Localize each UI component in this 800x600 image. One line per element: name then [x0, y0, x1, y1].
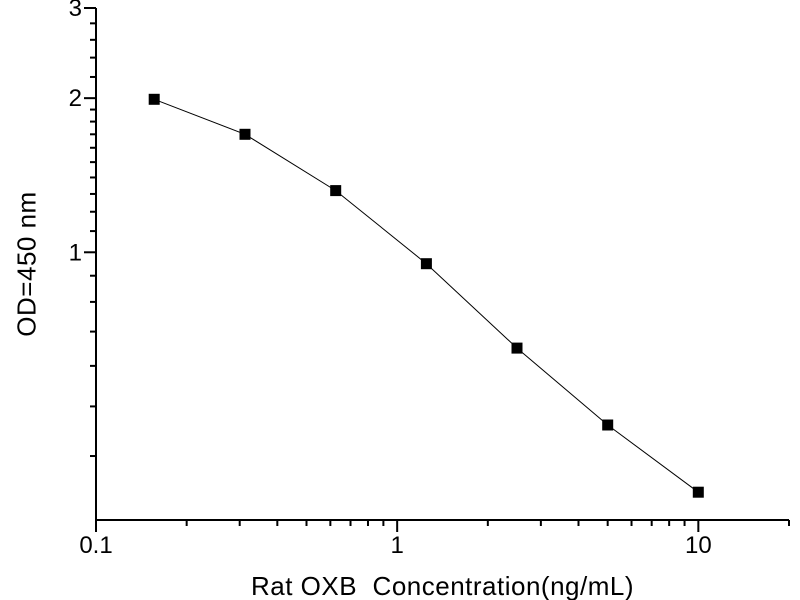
x-tick-label: 10 — [685, 532, 712, 559]
data-point-marker — [330, 185, 342, 197]
data-point-marker — [420, 258, 432, 270]
y-tick-label: 2 — [69, 85, 82, 112]
data-point-marker — [239, 128, 251, 140]
x-axis-title: Rat OXB Concentration(ng/mL) — [251, 571, 634, 600]
data-point-marker — [148, 93, 160, 105]
y-tick-label: 3 — [69, 0, 82, 22]
data-point-marker — [692, 486, 704, 498]
x-tick-label: 1 — [390, 532, 403, 559]
curve-line — [154, 98, 699, 493]
data-point-marker — [511, 342, 523, 354]
y-axis-title: OD=450 nm — [11, 191, 42, 337]
x-tick-label: 0.1 — [79, 532, 112, 559]
y-tick-label: 1 — [69, 239, 82, 266]
data-point-marker — [602, 419, 614, 431]
